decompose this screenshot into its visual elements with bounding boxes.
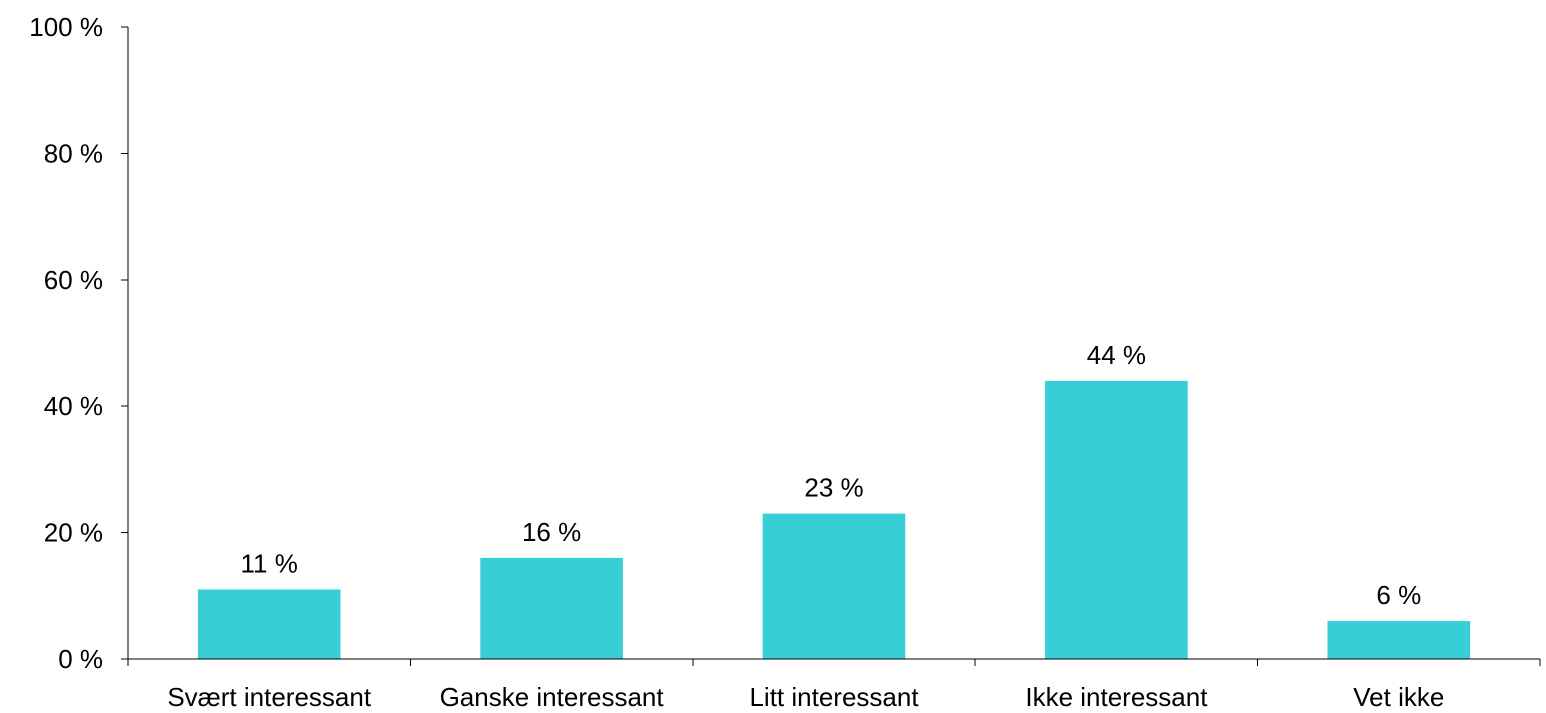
y-tick-label: 20 % [44, 518, 103, 548]
bar [1327, 621, 1471, 659]
y-tick-label: 0 % [58, 644, 103, 674]
y-axis-labels: 0 % 20 % 40 % 60 % 80 % 100 % [29, 12, 103, 674]
y-axis-ticks [121, 26, 128, 660]
bar-value-label: 23 % [804, 473, 863, 503]
bar [1045, 380, 1188, 659]
bar [480, 557, 623, 659]
y-tick-label: 60 % [44, 265, 103, 295]
x-category-label: Svært interessant [167, 682, 372, 712]
bars [197, 380, 1471, 659]
bar [762, 513, 906, 659]
y-tick-label: 100 % [29, 12, 103, 42]
x-category-label: Litt interessant [749, 682, 919, 712]
bar [197, 589, 341, 659]
bar-value-label: 11 % [241, 548, 298, 578]
x-category-label: Ikke interessant [1025, 682, 1208, 712]
bar-value-label: 44 % [1087, 340, 1146, 370]
bar-value-label: 16 % [522, 517, 581, 547]
x-category-label: Vet ikke [1353, 682, 1444, 712]
y-tick-label: 40 % [44, 391, 103, 421]
x-category-label: Ganske interessant [440, 682, 665, 712]
bar-value-label: 6 % [1376, 580, 1421, 610]
x-axis-ticks [127, 659, 1541, 666]
data-labels: 11 % 16 % 23 % 44 % 6 % [241, 340, 1422, 610]
x-axis-labels: Svært interessant Ganske interessant Litt … [167, 682, 1444, 712]
y-tick-label: 80 % [44, 138, 103, 168]
